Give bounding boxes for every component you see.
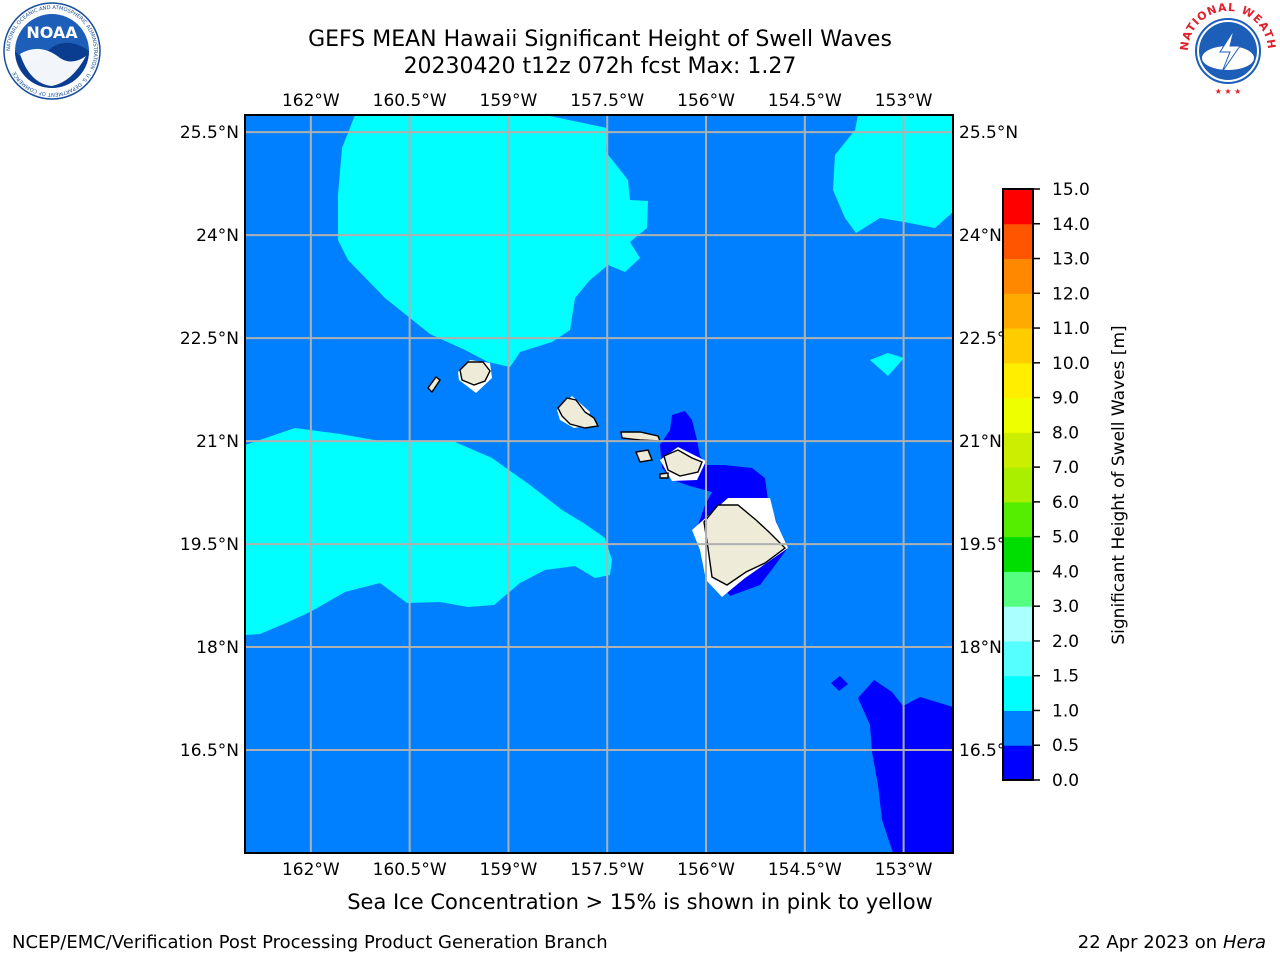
footer-date-text: 22 Apr 2023 on: [1077, 932, 1223, 953]
lat-label-left: 25.5°N: [180, 123, 239, 143]
lat-label-left: 18°N: [196, 638, 239, 658]
colorbar-tick-label: 3.0: [1052, 597, 1079, 617]
colorbar-tick-label: 11.0: [1052, 319, 1090, 339]
colorbar: 0.0 0.5 1.0 1.5 2.0 3.0 4.0 5.0 6.0 7.0 8.0 9.0 10.0…: [1003, 180, 1090, 791]
lat-label-left: 21°N: [196, 432, 239, 452]
colorbar-segment: [1003, 606, 1033, 642]
noaa-logo-text: NOAA: [26, 23, 78, 42]
sea-ice-note: Sea Ice Concentration > 15% is shown in …: [347, 890, 933, 914]
lat-label-right: 25.5°N: [959, 123, 1018, 143]
map-frame: [244, 114, 954, 854]
footer-date: 22 Apr 2023 on Hera: [1078, 932, 1266, 953]
colorbar-segment: [1003, 432, 1033, 468]
land-maui: [663, 449, 703, 477]
colorbar-segment: [1003, 328, 1033, 364]
colorbar-tick-label: 4.0: [1052, 562, 1079, 582]
lat-label-right: 18°N: [959, 638, 1002, 658]
map-subtitle: 20230420 t12z 072h fcst Max: 1.27: [403, 54, 797, 79]
colorbar-tick-label: 1.0: [1052, 701, 1079, 721]
land-lanai: [635, 449, 653, 463]
colorbar-segment: [1003, 710, 1033, 746]
lon-label-top: 154.5°W: [768, 91, 842, 111]
colorbar-tick-label: 0.5: [1052, 736, 1079, 756]
lat-label-right: 21°N: [959, 432, 1002, 452]
lat-label-right: 24°N: [959, 226, 1002, 246]
swell-region-west: [245, 428, 612, 635]
lon-label-bottom: 156°W: [677, 860, 735, 880]
colorbar-tick-label: 0.0: [1052, 771, 1079, 791]
colorbar-segment: [1003, 467, 1033, 503]
colorbar-tick-label: 7.0: [1052, 458, 1079, 478]
footer-host: Hera: [1222, 932, 1266, 953]
lat-label-left: 22.5°N: [180, 329, 239, 349]
lon-label-bottom: 157.5°W: [570, 860, 644, 880]
map-title: GEFS MEAN Hawaii Significant Height of S…: [308, 27, 892, 52]
colorbar-segment: [1003, 223, 1033, 260]
lon-label-top: 153°W: [875, 91, 933, 111]
colorbar-tick-label: 10.0: [1052, 354, 1090, 374]
colorbar-tick-label: 12.0: [1052, 284, 1090, 304]
swell-region-dot: [831, 676, 848, 691]
colorbar-tick-label: 2.0: [1052, 632, 1079, 652]
colorbar-segment: [1003, 640, 1033, 677]
colorbar-segment: [1003, 258, 1033, 294]
land-niihau: [427, 376, 441, 394]
colorbar-frame: [1002, 188, 1034, 781]
land-kahoolawe: [659, 472, 669, 479]
lat-label-left: 16.5°N: [180, 741, 239, 761]
swell-region-small-patch: [870, 353, 904, 376]
lon-label-bottom: 153°W: [875, 860, 933, 880]
lon-label-bottom: 162°W: [282, 860, 340, 880]
colorbar-segment: [1003, 745, 1033, 781]
land-oahu: [557, 397, 600, 429]
colorbar-label: Significant Height of Swell Waves [m]: [1109, 325, 1129, 644]
swell-region-northeast: [833, 115, 953, 233]
lon-label-top: 160.5°W: [373, 91, 447, 111]
colorbar-tick-label: 15.0: [1052, 180, 1090, 200]
colorbar-segment: [1003, 675, 1033, 711]
land-kauai: [459, 361, 491, 386]
nws-logo-stars-icon: ★ ★ ★: [1215, 87, 1242, 96]
colorbar-tick-label: 1.5: [1052, 667, 1079, 687]
swell-region-north: [338, 115, 648, 367]
lon-label-bottom: 159°W: [480, 860, 538, 880]
colorbar-segment: [1003, 362, 1033, 399]
colorbar-segment: [1003, 189, 1033, 225]
lon-label-top: 159°W: [480, 91, 538, 111]
colorbar-segment: [1003, 293, 1033, 329]
lon-label-top: 157.5°W: [570, 91, 644, 111]
noaa-logo: NOAA NATIONAL OCEANIC AND ATMOSPHERIC AD…: [3, 2, 101, 100]
lat-label-left: 19.5°N: [180, 535, 239, 555]
swell-region-southeast: [858, 680, 953, 853]
colorbar-tick-label: 14.0: [1052, 215, 1090, 235]
colorbar-tick-label: 5.0: [1052, 528, 1079, 548]
lon-label-top: 156°W: [677, 91, 735, 111]
lon-label-bottom: 154.5°W: [768, 860, 842, 880]
colorbar-tick-label: 8.0: [1052, 423, 1079, 443]
colorbar-segment: [1003, 397, 1033, 433]
colorbar-tick-label: 13.0: [1052, 250, 1090, 270]
lat-label-left: 24°N: [196, 226, 239, 246]
colorbar-segment: [1003, 501, 1033, 538]
colorbar-tick-label: 6.0: [1052, 493, 1079, 513]
colorbar-segment: [1003, 536, 1033, 572]
map-grid: [245, 115, 953, 853]
footer-org: NCEP/EMC/Verification Post Processing Pr…: [12, 932, 608, 953]
colorbar-segment: [1003, 571, 1033, 607]
lon-label-top: 162°W: [282, 91, 340, 111]
nws-logo: NATIONAL WEATHER SERVICE ★ ★ ★: [1178, 2, 1277, 97]
lon-label-bottom: 160.5°W: [373, 860, 447, 880]
colorbar-tick-label: 9.0: [1052, 389, 1079, 409]
